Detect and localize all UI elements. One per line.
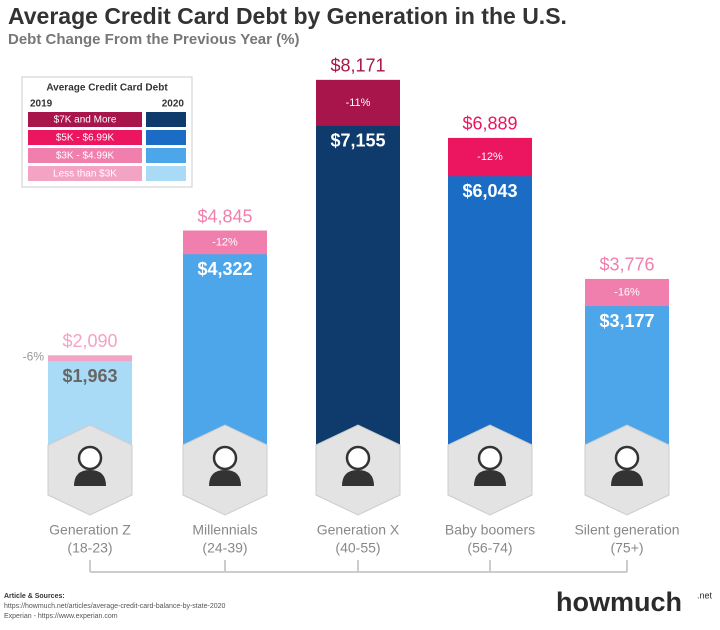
icon-body [611, 470, 643, 486]
category-label: Generation X [317, 522, 400, 538]
value-label-2019: $6,889 [462, 114, 517, 134]
change-label: -11% [346, 97, 371, 109]
icon-body [474, 470, 506, 486]
plot: $2,090 $1,963 -6% Generation Z (18-23) $4,845… [23, 56, 680, 573]
icon-head [345, 445, 371, 471]
chart-subtitle: Debt Change From the Previous Year (%) [8, 31, 299, 48]
category-label: Silent generation [574, 522, 679, 538]
category-note: (24-39) [202, 540, 247, 556]
bar-2020 [183, 254, 267, 450]
category-note: (56-74) [467, 540, 512, 556]
value-label-2020: $6,043 [462, 181, 517, 201]
source-heading: Article & Sources: [4, 593, 65, 600]
legend-title: Average Credit Card Debt [46, 83, 168, 94]
value-label-2020: $3,177 [599, 311, 654, 331]
change-label: -16% [614, 286, 640, 298]
value-label-2020: $7,155 [330, 131, 385, 151]
chart-title: Average Credit Card Debt by Generation i… [8, 3, 567, 29]
source-line: https://howmuch.net/articles/average-cre… [4, 603, 225, 610]
sources: Article & Sources: https://howmuch.net/a… [4, 593, 225, 620]
legend-label: Less than $3K [53, 169, 117, 180]
category-label: Millennials [192, 522, 257, 538]
legend-swatch [28, 112, 142, 127]
value-label-2020: $1,963 [62, 366, 117, 386]
legend-label: $5K - $6.99K [56, 133, 115, 144]
legend-swatch [28, 148, 142, 163]
bar-2020 [316, 125, 400, 450]
value-label-2019: $3,776 [599, 255, 654, 275]
logo-suffix: .net [697, 590, 713, 600]
category-note: (18-23) [67, 540, 112, 556]
icon-head [77, 445, 103, 471]
legend-label: $3K - $4.99K [56, 151, 115, 162]
category-note: (75+) [610, 540, 643, 556]
value-label-2019: $8,171 [330, 56, 385, 76]
legend-swatch [146, 112, 186, 127]
category-label: Baby boomers [445, 522, 535, 538]
category-label: Generation Z [49, 522, 131, 538]
change-label: -6% [23, 349, 45, 363]
category-note: (40-55) [335, 540, 380, 556]
value-label-2019: $4,845 [197, 206, 252, 226]
bar-2020 [448, 176, 532, 450]
legend-header: 2019 [30, 99, 53, 110]
logo: howmuch [556, 587, 682, 617]
value-label-2020: $4,322 [197, 259, 252, 279]
icon-body [74, 470, 106, 486]
change-label: -12% [477, 151, 503, 163]
legend-header: 2020 [162, 99, 185, 110]
icon-head [212, 445, 238, 471]
icon-head [614, 445, 640, 471]
legend-swatch [28, 130, 142, 145]
legend-swatch [146, 148, 186, 163]
legend: Average Credit Card Debt 2019 2020 $7K a… [21, 76, 193, 188]
legend-swatch [146, 166, 186, 181]
icon-body [342, 470, 374, 486]
legend-label: $7K and More [54, 115, 117, 126]
icon-head [477, 445, 503, 471]
change-label: -12% [212, 236, 238, 248]
value-label-2019: $2,090 [62, 331, 117, 351]
icon-body [209, 470, 241, 486]
source-line: Experian - https://www.experian.com [4, 613, 118, 620]
legend-swatch [146, 130, 186, 145]
legend-swatch [28, 166, 142, 181]
